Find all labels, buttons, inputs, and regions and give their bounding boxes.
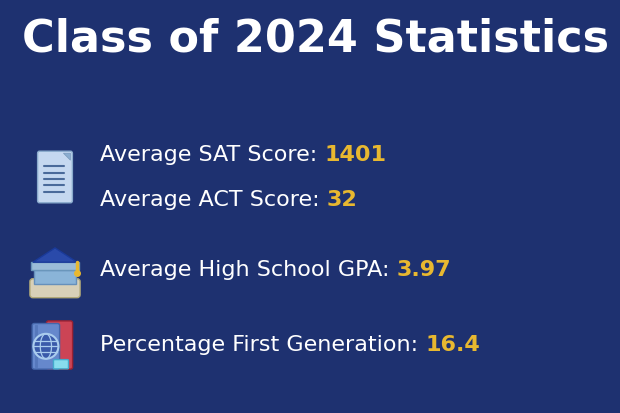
FancyBboxPatch shape: [32, 323, 60, 369]
FancyBboxPatch shape: [53, 360, 68, 369]
Text: Average ACT Score:: Average ACT Score:: [100, 190, 327, 210]
Text: 32: 32: [327, 190, 358, 210]
Text: 3.97: 3.97: [397, 260, 451, 280]
Polygon shape: [63, 153, 71, 160]
FancyBboxPatch shape: [38, 151, 73, 203]
Text: 16.4: 16.4: [425, 335, 480, 355]
FancyBboxPatch shape: [31, 262, 79, 270]
Text: Average SAT Score:: Average SAT Score:: [100, 145, 324, 165]
Text: Class of 2024 Statistics: Class of 2024 Statistics: [22, 18, 609, 61]
Text: 1401: 1401: [324, 145, 386, 165]
FancyBboxPatch shape: [46, 321, 73, 369]
FancyBboxPatch shape: [30, 279, 80, 298]
FancyBboxPatch shape: [34, 270, 76, 283]
Polygon shape: [33, 248, 77, 262]
Circle shape: [33, 334, 58, 359]
Text: Percentage First Generation:: Percentage First Generation:: [100, 335, 425, 355]
Text: Average High School GPA:: Average High School GPA:: [100, 260, 397, 280]
